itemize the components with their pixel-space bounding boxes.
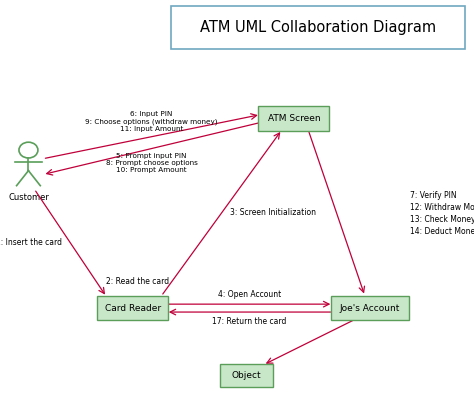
Text: 3: Screen Initialization: 3: Screen Initialization (230, 209, 316, 217)
Text: 4: Open Account: 4: Open Account (218, 290, 281, 299)
Text: 13: Check Money: 13: Check Money (410, 215, 474, 224)
FancyBboxPatch shape (258, 106, 329, 131)
FancyBboxPatch shape (331, 296, 409, 320)
Text: 5: Prompt input PIN
8: Prompt choose options
10: Prompt Amount: 5: Prompt input PIN 8: Prompt choose opt… (106, 153, 198, 173)
Text: 2: Read the card: 2: Read the card (106, 277, 169, 286)
Text: 7: Verify PIN: 7: Verify PIN (410, 191, 456, 200)
Text: Customer: Customer (8, 193, 49, 202)
Text: Object: Object (232, 371, 261, 380)
FancyBboxPatch shape (220, 364, 273, 387)
Text: 14: Deduct Money: 14: Deduct Money (410, 227, 474, 235)
FancyBboxPatch shape (171, 6, 465, 49)
Text: 17: Return the card: 17: Return the card (212, 317, 287, 326)
FancyBboxPatch shape (97, 296, 168, 320)
Text: 1: Insert the card: 1: Insert the card (0, 239, 62, 247)
Text: Card Reader: Card Reader (105, 304, 161, 312)
Text: ATM UML Collaboration Diagram: ATM UML Collaboration Diagram (200, 20, 436, 35)
Text: ATM Screen: ATM Screen (267, 114, 320, 123)
Text: 12: Withdraw Money: 12: Withdraw Money (410, 203, 474, 212)
Text: 6: Input PIN
9: Choose options (withdraw money)
11: Input Amount: 6: Input PIN 9: Choose options (withdraw… (85, 111, 218, 132)
Text: Joe's Account: Joe's Account (339, 304, 400, 312)
